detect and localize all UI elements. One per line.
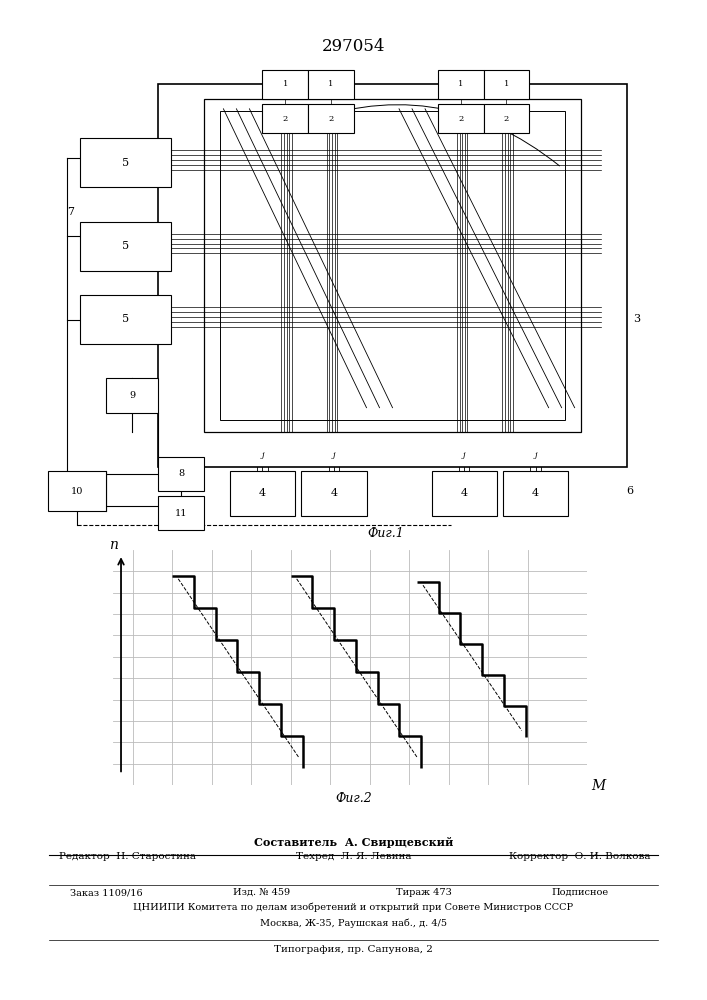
Bar <box>438 104 484 133</box>
Text: 5: 5 <box>122 241 129 251</box>
Text: 3: 3 <box>633 314 641 324</box>
Bar <box>308 104 354 133</box>
Text: 9: 9 <box>129 391 136 400</box>
Text: 1: 1 <box>503 80 509 88</box>
Text: 2: 2 <box>328 115 334 123</box>
Text: j: j <box>333 451 335 459</box>
Text: 4: 4 <box>460 488 467 498</box>
Bar <box>503 471 568 516</box>
Bar <box>81 138 171 187</box>
Bar <box>106 378 158 413</box>
Bar <box>220 111 565 420</box>
Text: 1: 1 <box>328 80 334 88</box>
Text: Фиг.2: Фиг.2 <box>335 792 372 805</box>
Bar <box>81 222 171 270</box>
Bar <box>158 496 204 530</box>
Text: Составитель  А. Свирщевский: Составитель А. Свирщевский <box>254 837 453 848</box>
Bar <box>204 99 581 432</box>
Bar <box>262 70 308 99</box>
Bar <box>158 457 204 491</box>
Text: 2: 2 <box>458 115 464 123</box>
Text: 297054: 297054 <box>322 38 385 55</box>
Bar <box>81 295 171 344</box>
Text: j: j <box>463 451 465 459</box>
Text: 5: 5 <box>122 314 129 324</box>
Text: 4: 4 <box>259 488 266 498</box>
Text: 4: 4 <box>330 488 337 498</box>
Text: Заказ 1109/16: Заказ 1109/16 <box>70 888 142 897</box>
Bar <box>431 471 496 516</box>
Bar <box>484 70 529 99</box>
Text: 11: 11 <box>175 509 187 518</box>
Text: M: M <box>592 779 606 793</box>
Text: 8: 8 <box>178 469 185 478</box>
Bar <box>308 70 354 99</box>
Bar <box>484 104 529 133</box>
Text: Подписное: Подписное <box>551 888 608 897</box>
Text: Изд. № 459: Изд. № 459 <box>233 888 290 897</box>
Bar <box>301 471 366 516</box>
Text: Москва, Ж-35, Раушская наб., д. 4/5: Москва, Ж-35, Раушская наб., д. 4/5 <box>260 918 447 928</box>
Bar <box>262 104 308 133</box>
Text: n: n <box>109 538 117 552</box>
Text: Фиг.1: Фиг.1 <box>368 527 404 540</box>
Text: Типография, пр. Сапунова, 2: Типография, пр. Сапунова, 2 <box>274 945 433 954</box>
Text: Тираж 473: Тираж 473 <box>396 888 452 897</box>
Text: 2: 2 <box>503 115 509 123</box>
Text: 7: 7 <box>66 207 74 217</box>
Text: ЦНИИПИ Комитета по делам изобретений и открытий при Совете Министров СССР: ЦНИИПИ Комитета по делам изобретений и о… <box>134 903 573 912</box>
Text: Техред  Л. Я. Левина: Техред Л. Я. Левина <box>296 852 411 861</box>
Text: 10: 10 <box>71 487 83 495</box>
Bar <box>438 70 484 99</box>
Text: 2: 2 <box>283 115 288 123</box>
Text: 4: 4 <box>532 488 539 498</box>
Bar <box>230 471 295 516</box>
Text: j: j <box>261 451 264 459</box>
Text: j: j <box>534 451 537 459</box>
Text: 1: 1 <box>283 80 288 88</box>
Text: 1: 1 <box>458 80 464 88</box>
Text: 5: 5 <box>122 158 129 168</box>
Bar <box>48 471 106 511</box>
Text: Редактор  Н. Старостина: Редактор Н. Старостина <box>59 852 196 861</box>
Text: 6: 6 <box>626 486 633 496</box>
Text: Корректор  О. И. Волкова: Корректор О. И. Волкова <box>509 852 650 861</box>
Bar <box>158 84 626 466</box>
